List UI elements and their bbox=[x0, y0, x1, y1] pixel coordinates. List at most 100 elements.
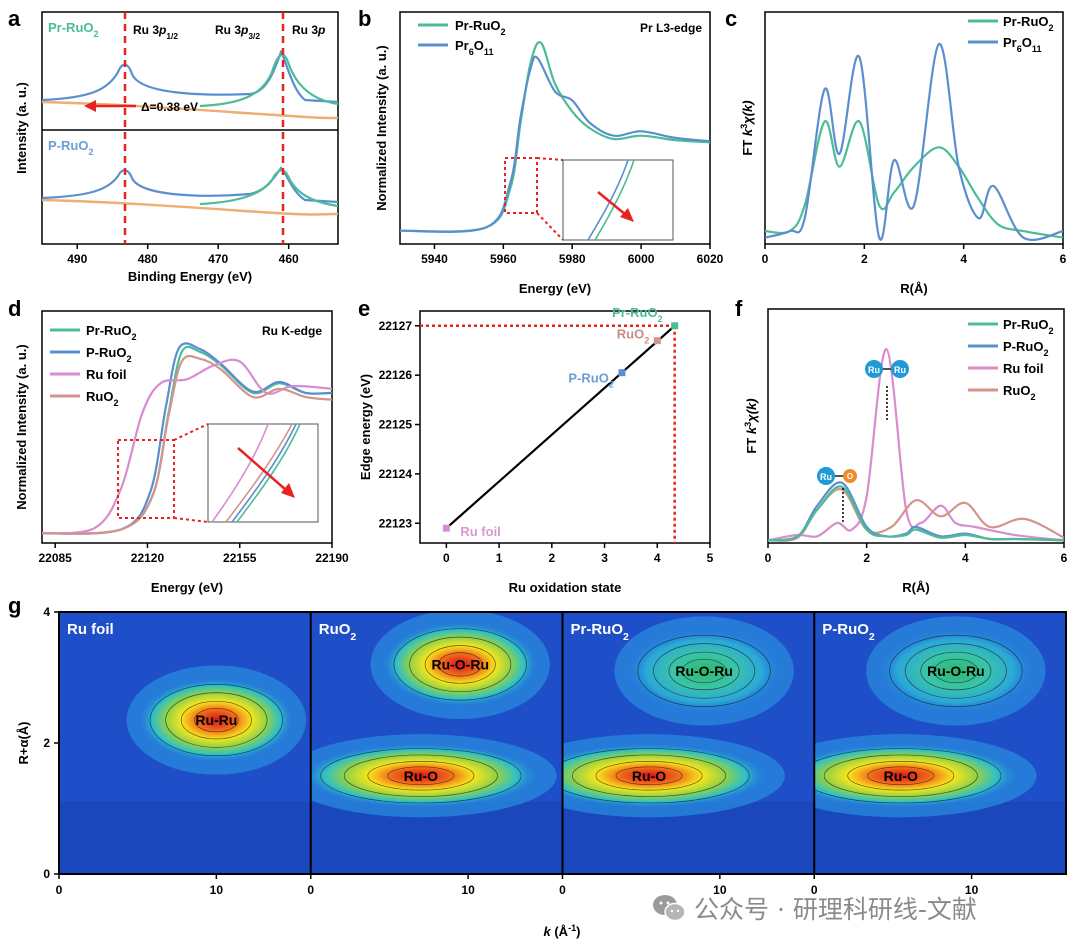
panel-b-series-pr6o11 bbox=[400, 55, 710, 233]
panel-e-point bbox=[618, 369, 626, 377]
panel-b-tick-label: 5980 bbox=[559, 252, 586, 266]
panel-f-frame bbox=[767, 308, 1065, 544]
panel-g-tick-label: 0 bbox=[811, 883, 818, 897]
panel-b-inset-arrow bbox=[597, 191, 627, 216]
panel-a-bg-bottom bbox=[42, 198, 338, 216]
panel-g-ytick-label: 0 bbox=[43, 867, 50, 881]
panel-g-tick-label: 10 bbox=[965, 883, 979, 897]
panel-e-ytick-label: 22123 bbox=[379, 516, 413, 530]
panel-b-zoom-region bbox=[504, 157, 538, 214]
panel-c-frame bbox=[764, 11, 1064, 245]
panel-d-inset bbox=[207, 423, 319, 523]
panel-d-legend-1: P-RuO2 bbox=[86, 345, 132, 364]
panel-e-frame bbox=[419, 310, 711, 544]
panel-c-tick-label: 0 bbox=[762, 252, 769, 266]
panel-g-feature-label: Ru-O bbox=[404, 768, 438, 784]
panel-g-feature-label: Ru-O bbox=[884, 768, 918, 784]
panel-g-ylabel: R+α(Å) bbox=[16, 721, 31, 764]
panel-b-series-pr-ruo2 bbox=[400, 41, 710, 233]
panel-b-xticks: 5940 5960 5980 6000 6020 bbox=[421, 244, 724, 266]
panel-e-ytick-label: 22126 bbox=[379, 368, 413, 382]
panel-d-tick-label: 22155 bbox=[223, 551, 257, 565]
panel-d-series-p-ruo2 bbox=[42, 342, 332, 535]
panel-b-tick-label: 5960 bbox=[490, 252, 517, 266]
panel-f-xticks: 0 2 4 6 bbox=[765, 543, 1068, 565]
panel-e-xlabel: Ru oxidation state bbox=[509, 580, 622, 595]
panel-f-legend-1: P-RuO2 bbox=[1003, 339, 1049, 358]
panel-g-map-2: Ru-O-Ru Ru-O bbox=[563, 612, 814, 874]
panel-label-a: a bbox=[8, 6, 21, 31]
panel-b-tick-label: 6020 bbox=[697, 252, 724, 266]
panel-label-c: c bbox=[725, 6, 737, 31]
panel-c: c Pr-RuO2 Pr6O11 0 2 4 6 R(Å) FT k3χ(k) bbox=[725, 6, 1067, 296]
panel-g-hotspot bbox=[563, 743, 768, 808]
panel-e-point bbox=[442, 524, 450, 532]
panel-a-frame bbox=[41, 11, 339, 245]
panel-f-tick-label: 2 bbox=[863, 551, 870, 565]
panel-e-tick-label: 3 bbox=[601, 551, 608, 565]
panel-d-series-ruo2 bbox=[42, 354, 332, 535]
panel-a-fit2-bottom bbox=[199, 169, 338, 208]
panel-f-series-pr-ruo2 bbox=[768, 485, 1064, 542]
panel-g-title: Ru foil bbox=[67, 621, 114, 638]
panel-c-ylabel: FT k3χ(k) bbox=[739, 100, 755, 155]
panel-a-tick-label: 470 bbox=[208, 252, 228, 266]
panel-d-xlabel: Energy (eV) bbox=[151, 580, 223, 595]
panel-c-series-pr6o11 bbox=[765, 43, 1063, 242]
panel-g-hotspot bbox=[382, 622, 539, 707]
panel-c-legend-0: Pr-RuO2 bbox=[1003, 14, 1054, 33]
panel-d-legend-3: RuO2 bbox=[86, 389, 119, 408]
panel-b-legend-0: Pr-RuO2 bbox=[455, 18, 506, 37]
panel-f-series-ru-foil bbox=[768, 347, 1064, 542]
panel-label-d: d bbox=[8, 296, 21, 321]
panel-g-hotspot bbox=[626, 628, 783, 713]
panel-c-xticks: 0 2 4 6 bbox=[762, 244, 1067, 266]
panel-b-title: Pr L3-edge bbox=[640, 21, 702, 35]
panel-d-tick-label: 22085 bbox=[38, 551, 72, 565]
panel-b-tick-label: 6000 bbox=[628, 252, 655, 266]
ru-o-bond-icon: Ru O bbox=[817, 467, 857, 485]
panel-e-point bbox=[653, 337, 661, 345]
panel-e-tick-label: 0 bbox=[443, 551, 450, 565]
panel-g-hotspot bbox=[815, 743, 1019, 808]
panel-b: b Pr L3-edge Pr-RuO2 Pr6O11 5940 5960 5980… bbox=[358, 6, 724, 296]
panel-e-point-label: P-RuO2 bbox=[568, 371, 614, 390]
panel-g-title: P-RuO2 bbox=[822, 621, 875, 643]
panel-g-title: RuO2 bbox=[319, 621, 357, 643]
panel-g-tick-label: 0 bbox=[559, 883, 566, 897]
panel-f-tick-label: 4 bbox=[962, 551, 969, 565]
panel-g-map-3: Ru-O-Ru Ru-O bbox=[815, 612, 1066, 874]
panel-g-hotspot bbox=[877, 628, 1034, 713]
panel-g-tick-label: 0 bbox=[307, 883, 314, 897]
panel-f-xlabel: R(Å) bbox=[902, 580, 929, 595]
panel-a-peak-3: Ru 3p bbox=[292, 23, 325, 37]
panel-b-tick-label: 5940 bbox=[421, 252, 448, 266]
watermark: 公众号 · 研理科研线-文献 bbox=[652, 890, 977, 926]
panel-label-f: f bbox=[735, 296, 743, 321]
panel-a-tick-label: 490 bbox=[67, 252, 87, 266]
panel-e-ytick-label: 22125 bbox=[379, 418, 413, 432]
panel-g-tick-label: 0 bbox=[56, 883, 63, 897]
panel-c-legend-1: Pr6O11 bbox=[1003, 35, 1042, 54]
panel-f-series-p-ruo2 bbox=[768, 481, 1064, 542]
panel-g-tick-label: 10 bbox=[461, 883, 475, 897]
panel-a-xlabel: Binding Energy (eV) bbox=[128, 269, 252, 284]
panel-a-bg-top bbox=[42, 100, 338, 120]
panel-g-feature-label: Ru-O-Ru bbox=[431, 656, 489, 672]
panel-d: d Ru K-edge Pr-RuO2 P-RuO2 Ru foil RuO2 … bbox=[8, 296, 349, 595]
panel-d-tick-label: 22190 bbox=[315, 551, 349, 565]
panel-b-inset bbox=[562, 159, 674, 241]
svg-text:Ru: Ru bbox=[894, 365, 906, 375]
panel-f-tick-label: 6 bbox=[1061, 551, 1068, 565]
panel-d-xticks: 22085 22120 22155 22190 bbox=[38, 543, 349, 565]
panel-g-tick-label: 10 bbox=[713, 883, 727, 897]
panel-a: a Pr-RuO2 P-RuO2 Ru 3p1/2 Ru 3p3/2 Ru 3p… bbox=[8, 6, 339, 284]
panel-g-ytick-label: 2 bbox=[43, 736, 50, 750]
panel-b-frame bbox=[399, 11, 711, 245]
panel-e-xticks: 0 1 2 3 4 5 bbox=[443, 543, 714, 565]
panel-a-tick-label: 480 bbox=[138, 252, 158, 266]
panel-label-b: b bbox=[358, 6, 371, 31]
panel-a-ylabel: Intensity (a. u.) bbox=[14, 82, 29, 174]
panel-f-legend-3: RuO2 bbox=[1003, 383, 1036, 402]
panel-g-xticks: 0 10 0 10 0 10 0 10 bbox=[56, 874, 979, 897]
